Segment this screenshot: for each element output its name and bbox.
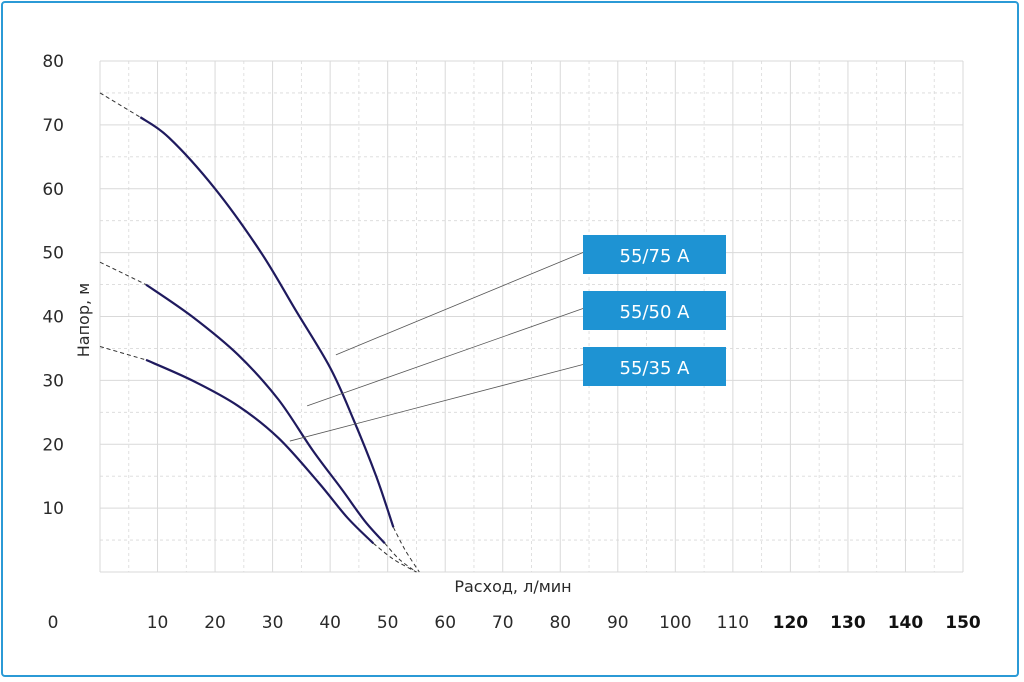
series-55-50-a-line — [145, 283, 386, 545]
series-55-50-a-dashed-end — [384, 542, 417, 573]
x-tick-label: 40 — [319, 613, 341, 633]
x-tick-label: 60 — [434, 613, 456, 633]
x-tick-label: 100 — [659, 613, 691, 633]
leader-line-55-50-a — [306, 308, 584, 407]
x-tick-label: 20 — [204, 613, 226, 633]
legend: 55/75 A 55/50 A 55/35 A — [583, 235, 726, 386]
leader-lines — [289, 252, 584, 442]
leader-line-55-75-a — [335, 252, 584, 356]
x-axis-label: Расход, л/мин — [454, 577, 571, 596]
x-tick-label: 120 — [773, 613, 809, 633]
y-tick-label: 50 — [42, 244, 64, 264]
x-tick-label: 10 — [147, 613, 169, 633]
x-tick-label: 30 — [262, 613, 284, 633]
x-tick-label: 90 — [607, 613, 629, 633]
x-tick-label: 0 — [48, 613, 59, 633]
legend-box-55-50-a — [583, 291, 726, 330]
x-tick-label: 50 — [377, 613, 399, 633]
x-tick-label: 130 — [830, 613, 866, 633]
y-tick-label: 20 — [42, 435, 64, 455]
series-55-75-a-dashed-end — [392, 527, 420, 573]
y-axis-label: Напор, м — [74, 283, 93, 357]
leader-line-55-35-a — [289, 364, 584, 442]
series-55-50-a-dashed-start — [99, 261, 147, 286]
x-tick-label: 80 — [549, 613, 571, 633]
tick-labels: 10 20 30 40 50 60 70 80 0 10 20 30 40 50 60 70 80 90 100 11… — [42, 52, 981, 633]
series-55-35-a-line — [145, 358, 375, 545]
x-tick-label: 70 — [492, 613, 514, 633]
series-55-75-a-line — [139, 116, 395, 528]
grid — [99, 60, 964, 573]
legend-box-55-35-a — [583, 347, 726, 386]
legend-label-55-50-a: 55/50 A — [620, 302, 691, 323]
legend-label-55-35-a: 55/35 A — [620, 358, 691, 379]
legend-label-55-75-a: 55/75 A — [620, 246, 691, 267]
y-tick-label: 70 — [42, 116, 64, 136]
series-55-75-a-dashed-start — [99, 92, 141, 118]
y-tick-label: 10 — [42, 499, 64, 519]
curves — [99, 92, 420, 573]
x-tick-label: 140 — [888, 613, 924, 633]
series-55-35-a-dashed-start — [99, 346, 147, 361]
y-tick-label: 60 — [42, 180, 64, 200]
x-tick-label: 150 — [945, 613, 981, 633]
legend-box-55-75-a — [583, 235, 726, 274]
y-tick-label: 40 — [42, 308, 64, 328]
y-tick-label: 30 — [42, 371, 64, 391]
x-tick-label: 110 — [717, 613, 749, 633]
y-tick-label: 80 — [42, 52, 64, 72]
